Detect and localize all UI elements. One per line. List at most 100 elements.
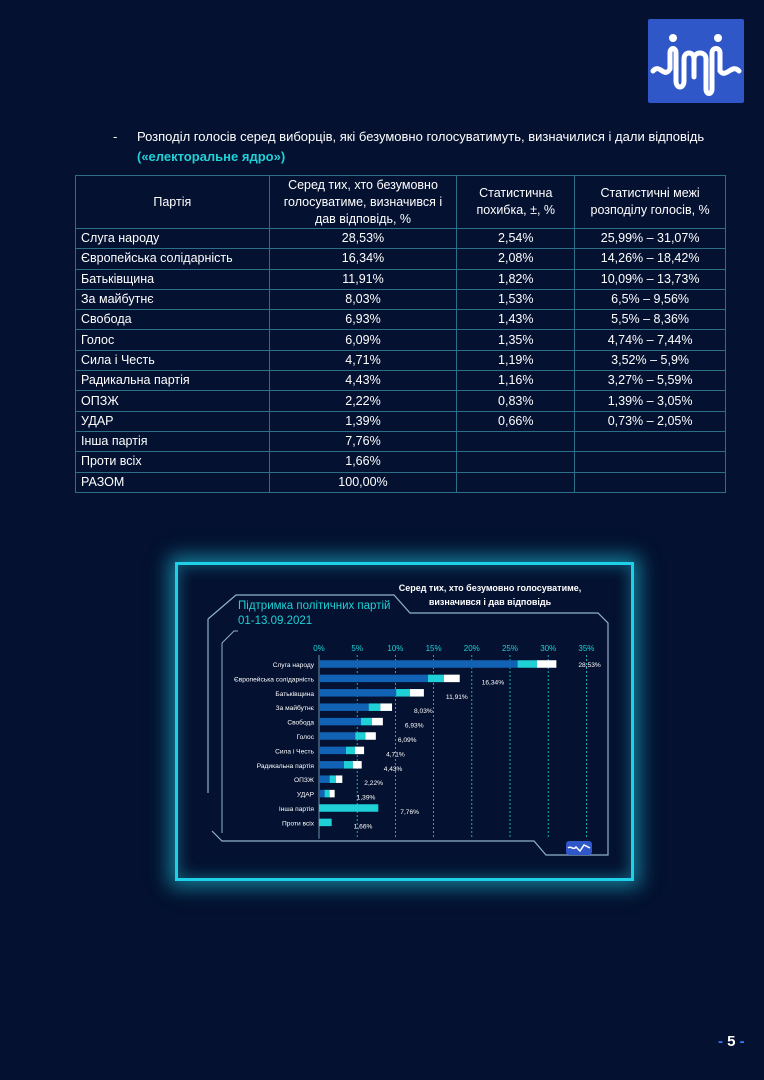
bar-base bbox=[319, 717, 362, 726]
value-label: 4,43% bbox=[384, 766, 403, 773]
cell-error bbox=[456, 471, 576, 493]
cell-range: 1,39% – 3,05% bbox=[574, 390, 726, 412]
cell-party: За майбутнє bbox=[75, 288, 270, 311]
frame-inner-line bbox=[221, 630, 238, 833]
category-label: Інша партія bbox=[279, 805, 315, 813]
value-label: 7,76% bbox=[400, 809, 419, 816]
cell-party: Голос bbox=[75, 329, 270, 351]
cell-party: Сила і Честь bbox=[75, 349, 270, 372]
bar-solid bbox=[319, 818, 332, 827]
category-label: Радикальна партія bbox=[257, 762, 315, 770]
cell-error: 0,83% bbox=[456, 390, 576, 412]
cell-error: 1,35% bbox=[456, 329, 576, 351]
x-tick-label: 35% bbox=[578, 644, 594, 653]
bar-upper-error bbox=[329, 789, 335, 798]
cell-party: Радикальна партія bbox=[75, 370, 270, 392]
cell-range bbox=[574, 451, 726, 473]
logo-icon bbox=[650, 34, 742, 96]
cell-error: 1,16% bbox=[456, 370, 576, 392]
frame-outline bbox=[207, 594, 609, 856]
legend-title-line2: визначився і дав відповідь bbox=[429, 597, 552, 607]
table-row: Проти всіх 1,66% bbox=[75, 451, 726, 473]
bar-upper-error bbox=[443, 674, 460, 683]
bar-lower-error bbox=[355, 732, 366, 740]
bar-lower-error bbox=[427, 674, 444, 683]
category-label: Європейська солідарність bbox=[234, 675, 315, 683]
bar-lower-error bbox=[343, 761, 353, 769]
cell-range: 0,73% – 2,05% bbox=[574, 410, 726, 432]
cell-error: 1,82% bbox=[456, 268, 576, 290]
cell-range: 6,5% – 9,56% bbox=[574, 288, 726, 311]
cell-share: 28,53% bbox=[268, 227, 458, 250]
cell-range: 14,26% – 18,42% bbox=[574, 248, 726, 270]
cell-share: 100,00% bbox=[268, 471, 458, 493]
page-number-dash-left: - bbox=[718, 1033, 728, 1050]
cell-error: 1,53% bbox=[456, 288, 576, 311]
legend-title-line1: Серед тих, хто безумовно голосуватиме, bbox=[399, 583, 582, 593]
mini-logo-icon bbox=[566, 841, 592, 855]
intro-main-text: Розподіл голосів серед виборців, які без… bbox=[137, 129, 705, 144]
table-row: Голос 6,09% 1,35% 4,74% – 7,44% bbox=[75, 329, 726, 351]
cell-share: 6,09% bbox=[268, 329, 458, 351]
category-label: Свобода bbox=[287, 719, 314, 727]
cell-range: 10,09% – 13,73% bbox=[574, 268, 726, 290]
cell-party: РАЗОМ bbox=[75, 471, 270, 493]
cell-error bbox=[456, 430, 576, 453]
bar-lower-error bbox=[324, 789, 330, 798]
cell-error: 2,08% bbox=[456, 248, 576, 270]
page-number-value: 5 bbox=[727, 1033, 736, 1050]
bar-base bbox=[319, 674, 428, 683]
cell-share: 11,91% bbox=[268, 268, 458, 290]
category-label: Батьківщина bbox=[275, 690, 314, 698]
x-tick-label: 25% bbox=[502, 644, 518, 653]
cell-share: 1,66% bbox=[268, 451, 458, 473]
cell-range: 3,27% – 5,59% bbox=[574, 370, 726, 392]
cell-range bbox=[574, 430, 726, 453]
cell-range: 4,74% – 7,44% bbox=[574, 329, 726, 351]
value-label: 1,39% bbox=[357, 795, 376, 802]
table-row: Сила і Честь 4,71% 1,19% 3,52% – 5,9% bbox=[75, 349, 726, 372]
value-label: 1,66% bbox=[354, 823, 373, 830]
cell-error bbox=[456, 451, 576, 473]
chart-title: Підтримка політичних партій bbox=[238, 600, 390, 612]
cell-party: Проти всіх bbox=[75, 451, 270, 473]
table-row: РАЗОМ 100,00% bbox=[75, 471, 726, 493]
cell-error: 1,19% bbox=[456, 349, 576, 372]
bar-base bbox=[319, 732, 356, 740]
bar-base bbox=[319, 775, 330, 783]
bar-upper-error bbox=[536, 660, 557, 668]
bar-upper-error bbox=[335, 775, 343, 783]
value-label: 8,03% bbox=[414, 708, 433, 715]
cell-party: Європейська солідарність bbox=[75, 248, 270, 270]
intro-text: Розподіл голосів серед виборців, які без… bbox=[137, 127, 733, 167]
bar-base bbox=[319, 746, 346, 755]
bar-base bbox=[319, 761, 344, 769]
cell-share: 4,71% bbox=[268, 349, 458, 372]
results-table: Партія Серед тих, хто безумовно голосува… bbox=[75, 175, 726, 493]
category-label: Проти всіх bbox=[282, 819, 315, 827]
page-number-dash-right: - bbox=[735, 1033, 745, 1050]
x-tick-label: 0% bbox=[313, 644, 325, 653]
category-label: УДАР bbox=[297, 792, 315, 799]
cell-party: Інша партія bbox=[75, 430, 270, 453]
cell-share: 7,76% bbox=[268, 430, 458, 453]
mini-logo-wave bbox=[567, 844, 591, 853]
table-row: УДАР 1,39% 0,66% 0,73% – 2,05% bbox=[75, 410, 726, 432]
bar-lower-error bbox=[517, 660, 537, 668]
value-label: 6,09% bbox=[398, 737, 417, 744]
x-tick-label: 5% bbox=[351, 644, 363, 653]
bar-upper-error bbox=[365, 732, 376, 740]
header-share: Серед тих, хто безумовно голосуватиме, в… bbox=[268, 175, 458, 229]
cell-share: 4,43% bbox=[268, 370, 458, 392]
bar-upper-error bbox=[409, 689, 424, 697]
cell-party: УДАР bbox=[75, 410, 270, 432]
cell-party: Свобода bbox=[75, 309, 270, 331]
party-support-chart: Підтримка політичних партій 01-13.09.202… bbox=[207, 583, 609, 856]
cell-error: 2,54% bbox=[456, 227, 576, 250]
category-label: Голос bbox=[296, 734, 314, 741]
bar-lower-error bbox=[329, 775, 336, 783]
value-label: 4,71% bbox=[386, 751, 405, 758]
bar-base bbox=[319, 660, 518, 668]
cell-share: 6,93% bbox=[268, 309, 458, 331]
bar-upper-error bbox=[380, 703, 393, 711]
